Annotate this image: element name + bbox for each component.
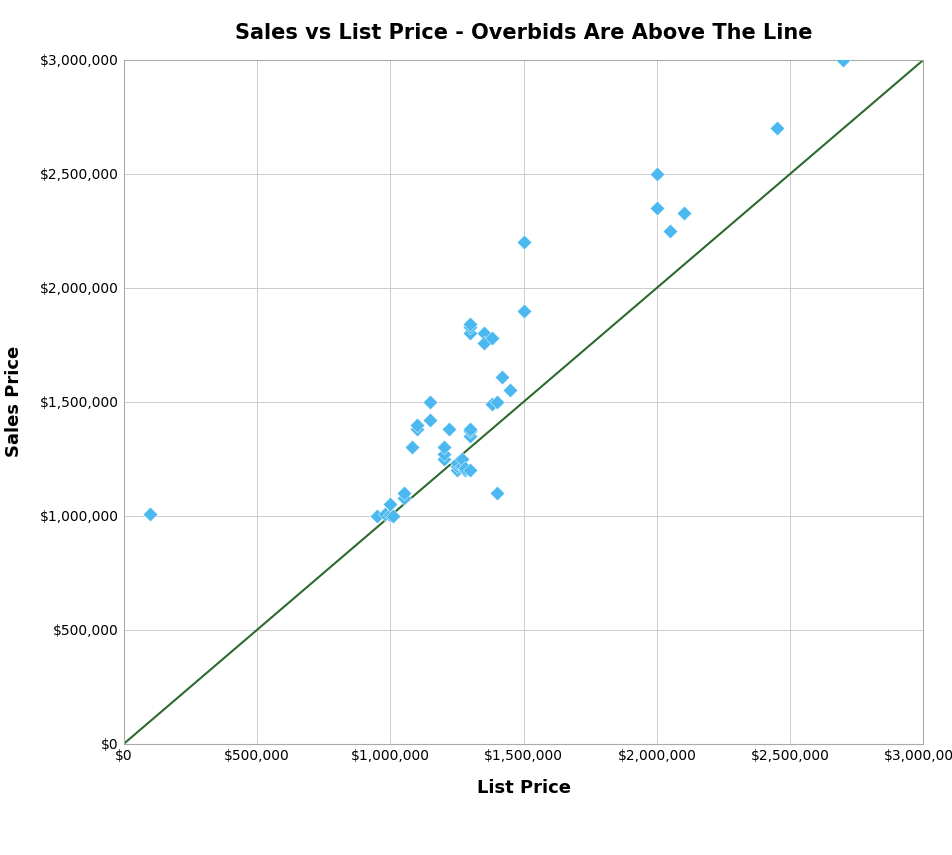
Point bbox=[463, 317, 478, 331]
Point bbox=[457, 461, 472, 475]
Point bbox=[836, 53, 851, 67]
Point bbox=[423, 413, 438, 427]
Point bbox=[143, 507, 158, 521]
Point bbox=[649, 167, 664, 180]
Point bbox=[649, 201, 664, 215]
Point bbox=[463, 463, 478, 477]
Point bbox=[442, 422, 457, 436]
Point bbox=[489, 486, 505, 500]
Point bbox=[449, 457, 465, 470]
Point bbox=[769, 121, 784, 135]
Point bbox=[396, 491, 411, 504]
Point bbox=[463, 422, 478, 436]
Point bbox=[516, 235, 531, 249]
Point bbox=[676, 206, 691, 220]
Point bbox=[489, 395, 505, 409]
Point bbox=[516, 304, 531, 317]
Point bbox=[409, 418, 425, 432]
Point bbox=[457, 463, 472, 477]
Title: Sales vs List Price - Overbids Are Above The Line: Sales vs List Price - Overbids Are Above… bbox=[235, 23, 812, 43]
Point bbox=[476, 327, 491, 340]
Point bbox=[396, 486, 411, 500]
Point bbox=[383, 508, 398, 522]
Point bbox=[383, 498, 398, 511]
Point bbox=[386, 509, 401, 522]
X-axis label: List Price: List Price bbox=[477, 780, 570, 798]
Point bbox=[495, 370, 510, 384]
Point bbox=[449, 459, 465, 473]
Point bbox=[369, 509, 385, 522]
Point bbox=[436, 440, 451, 454]
Point bbox=[463, 429, 478, 443]
Point bbox=[423, 395, 438, 409]
Point bbox=[455, 459, 470, 473]
Point bbox=[404, 440, 419, 454]
Y-axis label: Sales Price: Sales Price bbox=[5, 346, 23, 457]
Point bbox=[436, 447, 451, 461]
Point bbox=[377, 507, 392, 521]
Point bbox=[503, 384, 518, 398]
Point bbox=[449, 463, 465, 477]
Point bbox=[663, 224, 678, 238]
Point bbox=[436, 452, 451, 466]
Point bbox=[476, 336, 491, 350]
Point bbox=[463, 327, 478, 340]
Point bbox=[463, 425, 478, 439]
Point bbox=[484, 331, 499, 345]
Point bbox=[484, 398, 499, 411]
Point bbox=[409, 422, 425, 436]
Point bbox=[455, 452, 470, 466]
Point bbox=[463, 320, 478, 333]
